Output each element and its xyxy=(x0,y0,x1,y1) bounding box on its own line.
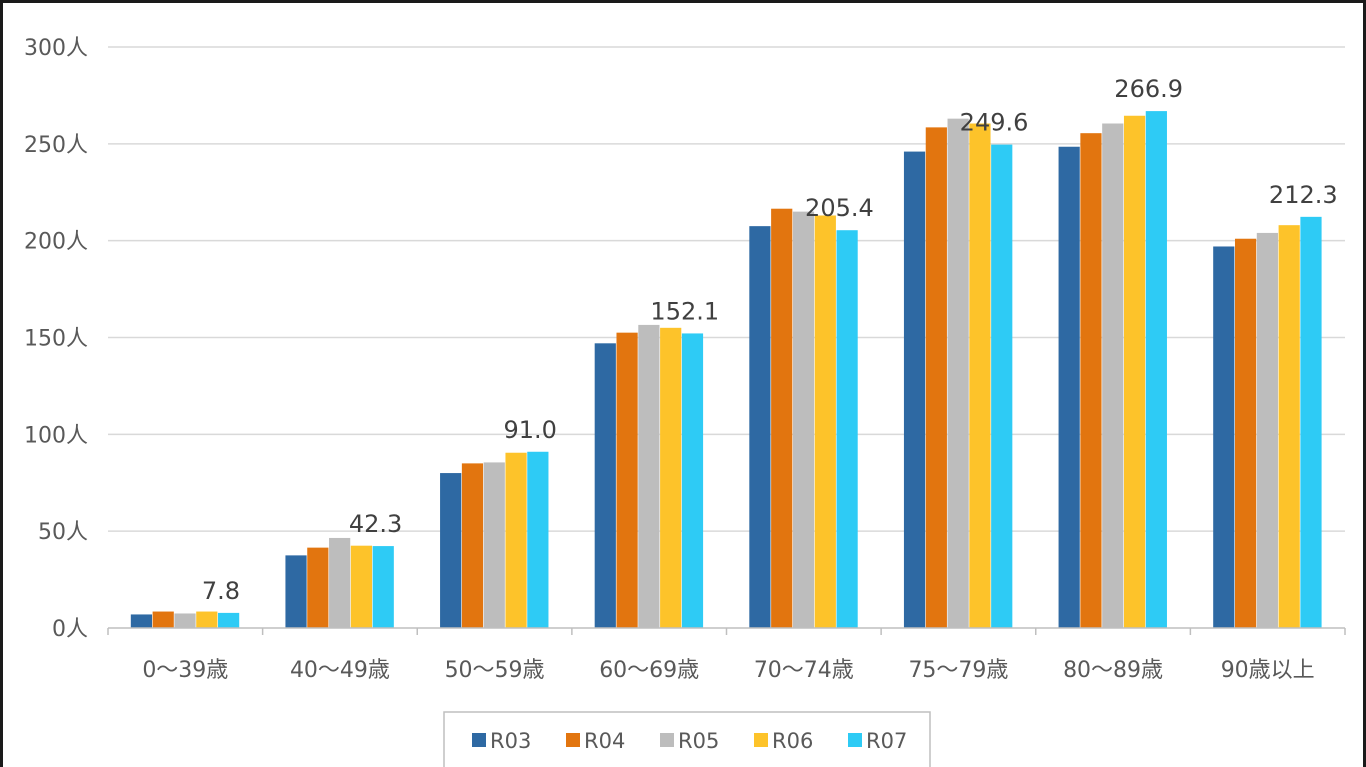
bar-r05 xyxy=(638,324,660,628)
data-label: 212.3 xyxy=(1269,181,1338,209)
data-label: 7.8 xyxy=(202,577,240,605)
bar-r03 xyxy=(285,555,307,628)
bar-r06 xyxy=(350,545,373,628)
bar-r05 xyxy=(947,118,969,628)
x-tick-label: 80～89歳 xyxy=(1063,658,1163,683)
bar-r04 xyxy=(1234,238,1257,629)
data-label: 249.6 xyxy=(960,109,1029,137)
x-tick-label: 90歳以上 xyxy=(1221,658,1315,683)
legend-label: R03 xyxy=(490,729,531,753)
data-label: 266.9 xyxy=(1114,75,1183,103)
bar-r06 xyxy=(1123,115,1146,629)
bar-r04 xyxy=(152,611,174,628)
y-tick-label: 200人 xyxy=(24,230,88,255)
bar-r07 xyxy=(836,230,858,628)
bar-r05 xyxy=(174,613,196,628)
x-tick-label: 50～59歳 xyxy=(445,658,545,683)
y-axis: 0人 50人 100人 150人 200人 250人 300人 xyxy=(24,36,88,642)
y-tick-label: 50人 xyxy=(38,520,88,545)
bar-r06 xyxy=(660,327,682,628)
legend-label: R04 xyxy=(584,729,625,753)
bar-r05 xyxy=(329,537,351,628)
y-tick-label: 100人 xyxy=(24,423,88,448)
legend: R03 R04 R05 R06 R07 xyxy=(443,711,931,767)
bar-r04 xyxy=(771,208,793,628)
x-tick-label: 75～79歳 xyxy=(908,658,1008,683)
bar-r07 xyxy=(527,451,549,628)
legend-swatch xyxy=(848,733,862,747)
x-axis: 0～39歳 40～49歳 50～59歳 60～69歳 70～74歳 75～79歳 80～89… xyxy=(107,627,1346,683)
bar-r06 xyxy=(505,452,527,628)
legend-swatch xyxy=(566,733,580,747)
y-tick-label: 150人 xyxy=(24,327,88,352)
bar-r03 xyxy=(130,614,153,628)
bar-r05 xyxy=(1102,123,1124,628)
bar-r03 xyxy=(440,473,462,628)
legend-swatch xyxy=(472,733,486,747)
bar-r03 xyxy=(594,343,616,628)
data-labels: 7.8 42.3 91.0 152.1 205.4 249.6 266.9 212.3 xyxy=(202,75,1338,605)
bar-r07 xyxy=(681,333,704,628)
bar-r07 xyxy=(991,144,1013,628)
bar-r03 xyxy=(903,151,926,628)
bar-r06 xyxy=(196,611,218,628)
bar-r05 xyxy=(483,462,505,628)
bar-r03 xyxy=(1058,146,1080,628)
bar-r04 xyxy=(307,547,329,628)
bar-r03 xyxy=(1213,246,1235,628)
legend-swatch xyxy=(660,733,674,747)
bar-r07 xyxy=(1145,111,1167,629)
data-label: 42.3 xyxy=(349,510,402,538)
x-tick-label: 60～69歳 xyxy=(599,658,699,683)
x-tick-label: 70～74歳 xyxy=(754,658,854,683)
x-tick-label: 0～39歳 xyxy=(142,658,228,683)
legend-swatch xyxy=(754,733,768,747)
bar-r07 xyxy=(1300,216,1322,628)
bar-r05 xyxy=(1256,232,1278,629)
y-tick-label: 0人 xyxy=(52,617,88,642)
x-tick-label: 40～49歳 xyxy=(290,658,390,683)
data-label: 91.0 xyxy=(503,416,556,444)
bar-r04 xyxy=(461,463,484,628)
bar-r06 xyxy=(814,215,836,629)
legend-label: R05 xyxy=(678,729,719,753)
bar-r06 xyxy=(969,123,991,628)
y-tick-label: 300人 xyxy=(24,36,88,61)
bar-r04 xyxy=(1080,133,1102,628)
data-label: 152.1 xyxy=(650,297,719,325)
y-tick-label: 250人 xyxy=(24,133,88,158)
legend-label: R07 xyxy=(866,729,907,753)
bar-r04 xyxy=(616,332,638,628)
bar-r04 xyxy=(925,127,947,628)
data-label: 205.4 xyxy=(805,194,874,222)
bars xyxy=(130,111,1322,629)
bar-r07 xyxy=(372,546,394,628)
bar-r07 xyxy=(218,612,240,628)
bar-r06 xyxy=(1278,225,1300,628)
legend-label: R06 xyxy=(772,729,813,753)
bar-r05 xyxy=(792,211,815,628)
bar-r03 xyxy=(749,226,771,628)
